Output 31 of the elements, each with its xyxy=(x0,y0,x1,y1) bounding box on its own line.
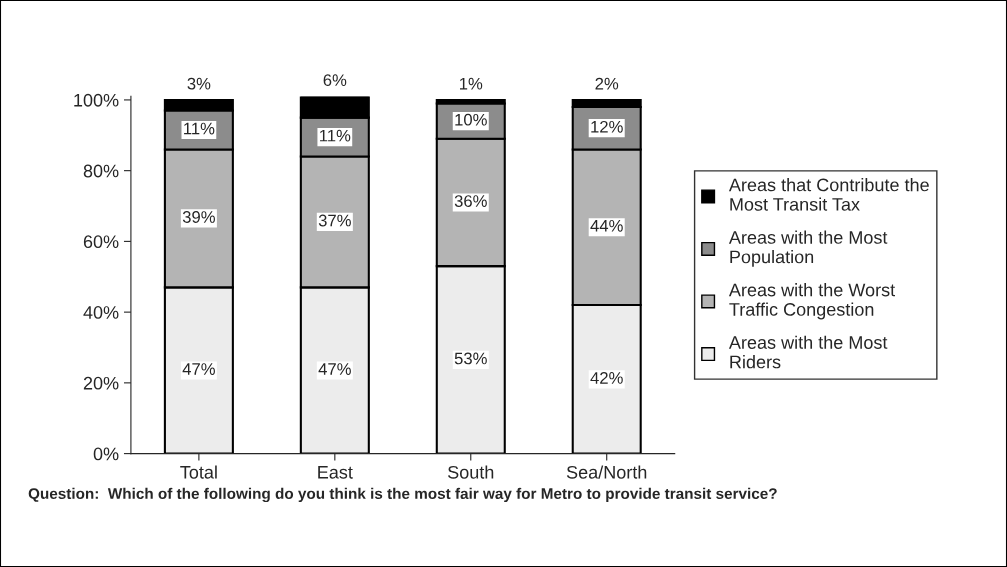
data-label: 39% xyxy=(182,211,215,223)
data-label: 47% xyxy=(182,363,215,375)
y-tick-label: 40% xyxy=(83,306,119,319)
data-label: 6% xyxy=(323,74,347,87)
data-label: 3% xyxy=(187,77,211,90)
data-label: 36% xyxy=(454,195,487,207)
legend-label: Areas with the Worst Traffic Congestion xyxy=(728,283,896,320)
data-label: 53% xyxy=(454,352,487,365)
y-tick-label: 80% xyxy=(83,164,119,178)
legend-label: Areas with the Most Population xyxy=(728,230,888,267)
y-tick-label: 0% xyxy=(93,447,119,461)
data-label: 12% xyxy=(591,120,623,133)
x-tick-label: Sea/North xyxy=(566,465,647,479)
data-label: 1% xyxy=(460,77,483,90)
data-label: 2% xyxy=(595,77,619,90)
legend-label: Areas that Contribute the Most Transit Tax xyxy=(728,178,929,211)
x-tick-label: East xyxy=(318,466,353,479)
data-label: 42% xyxy=(590,372,623,384)
data-label: 37% xyxy=(318,214,351,227)
data-label: 11% xyxy=(320,129,351,142)
y-tick-label: 20% xyxy=(83,376,119,390)
x-axis-title: Question: Which of the following do you think is the most fair way for Metro to provide transit service? xyxy=(28,487,777,503)
legend-label: Areas with the Most Riders xyxy=(728,335,888,369)
data-label: 47% xyxy=(318,363,351,375)
data-label: 44% xyxy=(590,219,623,232)
data-label: 11% xyxy=(184,122,215,135)
x-tick-label: South xyxy=(448,465,494,479)
y-tick-label: 60% xyxy=(83,235,119,249)
data-label: 10% xyxy=(455,113,487,126)
y-tick-label: 100% xyxy=(74,93,119,107)
x-tick-label: Total xyxy=(180,465,217,479)
